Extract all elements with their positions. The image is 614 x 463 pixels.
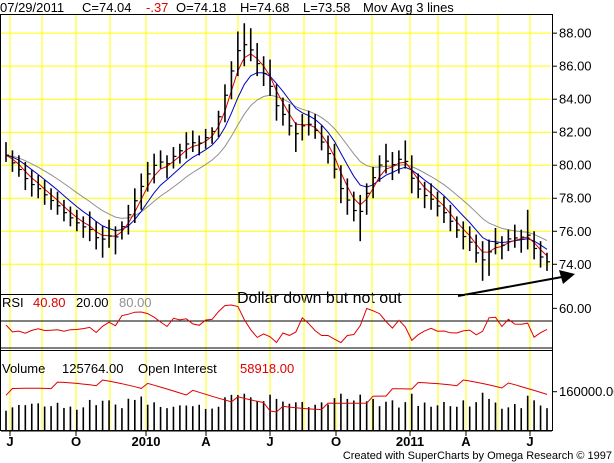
x-axis: J O 2010 A J O 2011 A J [1, 430, 552, 449]
volume-bars [5, 392, 548, 430]
header-readout: 07/29/2011 C=74.04 -.37 O=74.18 H=74.68 … [0, 0, 454, 15]
open-interest-line [5, 379, 548, 413]
x-tick-label: O [331, 434, 341, 449]
price-tick-label: 78.00 [559, 191, 592, 206]
header-close: C=74.04 [82, 0, 132, 15]
open-interest-value: 58918.00 [240, 361, 294, 376]
header-low: L=73.58 [303, 0, 350, 15]
x-tick-label: J [6, 434, 13, 449]
price-panel: 88.00 86.00 84.00 82.00 80.00 78.00 76.00 74.00 [0, 14, 592, 295]
price-tick-label: 86.00 [559, 59, 592, 74]
rsi-panel: RSI 40.80 20.00 80.00 60.00 [0, 294, 592, 351]
price-tick-label: 80.00 [559, 158, 592, 173]
annotation-arrow-head [559, 270, 575, 284]
rsi-axis-ticks: 60.00 [552, 301, 592, 316]
header-open: O=74.18 [176, 0, 226, 15]
volume-label: Volume [2, 361, 45, 376]
header-date: 07/29/2011 [0, 0, 64, 15]
rsi-lower: 20.00 [76, 295, 109, 310]
volume-panel: Volume 125764.00 Open Interest 58918.00 … [0, 350, 614, 431]
price-tick-label: 82.00 [559, 125, 592, 140]
price-tick-label: 88.00 [559, 26, 592, 41]
x-tick-label: 2010 [132, 434, 161, 449]
rsi-upper: 80.00 [119, 295, 152, 310]
x-tick-label: J [266, 434, 273, 449]
volume-axis-ticks: 160000.00 [552, 384, 614, 399]
rsi-label: RSI [2, 295, 24, 310]
annotation-text: Dollar down but not out [237, 290, 402, 307]
price-tick-label: 84.00 [559, 92, 592, 107]
x-tick-label: A [201, 434, 211, 449]
x-tick-label: A [461, 434, 471, 449]
header-study: Mov Avg 3 lines [363, 0, 454, 15]
rsi-tick-label: 60.00 [559, 301, 592, 316]
annotation: Dollar down but not out [237, 270, 575, 307]
x-tick-label: O [71, 434, 81, 449]
price-bars [5, 23, 550, 281]
price-tick-label: 76.00 [559, 224, 592, 239]
rsi-series-line [5, 304, 548, 344]
volume-tick-label: 160000.00 [559, 384, 614, 399]
price-tick-label: 74.00 [559, 257, 592, 272]
header-change: -.37 [146, 0, 168, 15]
open-interest-series-line [5, 379, 548, 413]
price-axis-ticks: 88.00 86.00 84.00 82.00 80.00 78.00 76.00 74.00 [552, 26, 592, 272]
price-panel-frame [0, 14, 553, 295]
open-interest-label: Open Interest [138, 361, 217, 376]
x-tick-label: J [526, 434, 533, 449]
footer-credit: Created with SuperCharts by Omega Resear… [343, 450, 612, 462]
header-high: H=74.68 [240, 0, 290, 15]
x-tick-label: 2011 [396, 434, 424, 449]
annotation-arrow-line [457, 276, 563, 297]
rsi-line [5, 304, 548, 344]
price-grid [1, 15, 551, 294]
rsi-value: 40.80 [33, 295, 66, 310]
volume-value: 125764.00 [62, 361, 123, 376]
